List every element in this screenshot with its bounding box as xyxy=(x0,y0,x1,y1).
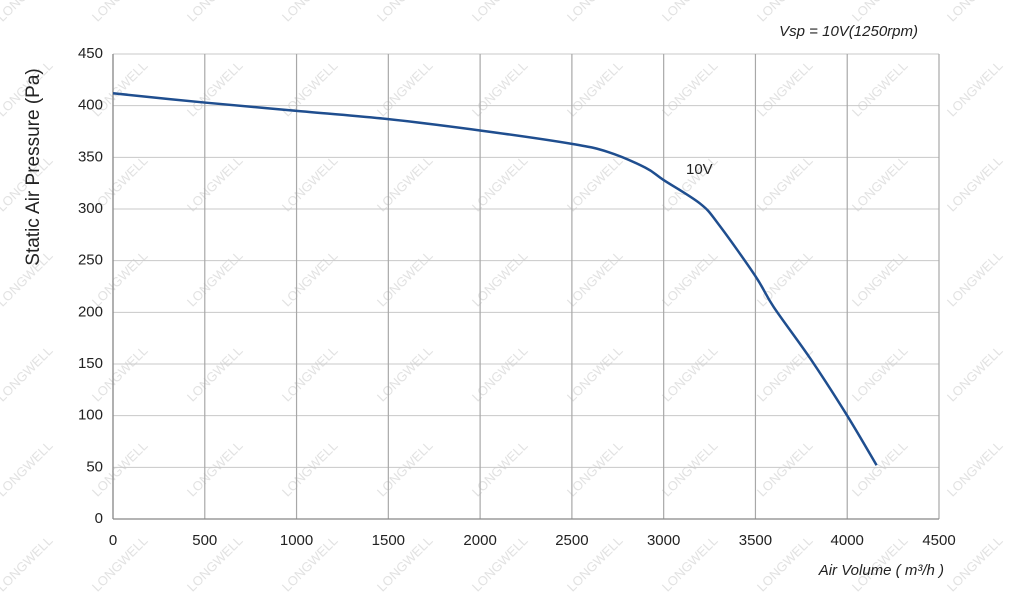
watermark: LONGWELL xyxy=(279,0,341,25)
watermark: LONGWELL xyxy=(469,153,531,215)
x-tick-label: 3000 xyxy=(647,532,680,549)
watermark: LONGWELL xyxy=(944,58,1006,120)
x-tick-label: 3500 xyxy=(739,532,772,549)
y-tick-label: 400 xyxy=(78,97,103,114)
watermark: LONGWELL xyxy=(469,58,531,120)
watermark: LONGWELL xyxy=(849,58,911,120)
watermark: LONGWELL xyxy=(0,343,56,405)
watermark: LONGWELL xyxy=(184,58,246,120)
x-tick-label: 2000 xyxy=(463,532,496,549)
watermark: LONGWELL xyxy=(469,438,531,500)
watermark: LONGWELL xyxy=(659,343,721,405)
watermark: LONGWELL xyxy=(184,343,246,405)
watermark: LONGWELL xyxy=(374,438,436,500)
watermark: LONGWELL xyxy=(659,248,721,310)
watermark: LONGWELL xyxy=(469,343,531,405)
watermark: LONGWELL xyxy=(849,343,911,405)
watermark: LONGWELL xyxy=(279,343,341,405)
watermark: LONGWELL xyxy=(374,153,436,215)
watermark: LONGWELL xyxy=(754,438,816,500)
watermark: LONGWELL xyxy=(659,0,721,25)
watermark: LONGWELL xyxy=(184,0,246,25)
watermark: LONGWELL xyxy=(564,58,626,120)
chart-title: Vsp = 10V(1250rpm) xyxy=(779,23,918,40)
x-tick-label: 4500 xyxy=(922,532,955,549)
y-tick-label: 100 xyxy=(78,407,103,424)
watermark: LONGWELL xyxy=(754,0,816,25)
y-tick-label: 0 xyxy=(95,510,103,527)
watermark: LONGWELL xyxy=(184,153,246,215)
watermark: LONGWELL xyxy=(849,438,911,500)
y-tick-label: 350 xyxy=(78,148,103,165)
x-tick-label: 500 xyxy=(192,532,217,549)
y-tick-label: 150 xyxy=(78,355,103,372)
watermark: LONGWELL xyxy=(89,343,151,405)
series-label: 10V xyxy=(686,161,713,178)
y-tick-label: 450 xyxy=(78,45,103,62)
watermark: LONGWELL xyxy=(469,0,531,25)
watermark: LONGWELL xyxy=(279,248,341,310)
watermark: LONGWELL xyxy=(849,248,911,310)
watermark: LONGWELL xyxy=(659,58,721,120)
x-tick-label: 1500 xyxy=(372,532,405,549)
watermark: LONGWELL xyxy=(279,438,341,500)
watermark: LONGWELL xyxy=(944,0,1006,25)
y-tick-label: 300 xyxy=(78,200,103,217)
watermark: LONGWELL xyxy=(0,438,56,500)
x-tick-label: 1000 xyxy=(280,532,313,549)
x-axis-label: Air Volume ( m³/h ) xyxy=(818,562,944,579)
y-axis-label: Static Air Pressure (Pa) xyxy=(23,68,44,265)
watermark: LONGWELL xyxy=(849,0,911,25)
watermark: LONGWELL xyxy=(754,58,816,120)
watermark: LONGWELL xyxy=(944,153,1006,215)
watermark: LONGWELL xyxy=(754,248,816,310)
watermark: LONGWELL xyxy=(849,153,911,215)
watermark: LONGWELL xyxy=(469,248,531,310)
watermark: LONGWELL xyxy=(374,343,436,405)
x-tick-label: 4000 xyxy=(831,532,864,549)
x-tick-label: 0 xyxy=(109,532,117,549)
watermark: LONGWELL xyxy=(564,343,626,405)
y-tick-label: 250 xyxy=(78,252,103,269)
x-tick-label: 2500 xyxy=(555,532,588,549)
watermark: LONGWELL xyxy=(89,0,151,25)
watermark: LONGWELL xyxy=(374,58,436,120)
watermark: LONGWELL xyxy=(279,153,341,215)
y-tick-label: 50 xyxy=(86,458,103,475)
watermark: LONGWELL xyxy=(564,153,626,215)
watermark: LONGWELL xyxy=(564,248,626,310)
watermark: LONGWELL xyxy=(564,438,626,500)
watermark: LONGWELL xyxy=(374,0,436,25)
watermark: LONGWELL xyxy=(564,0,626,25)
watermark: LONGWELL xyxy=(944,248,1006,310)
watermark: LONGWELL xyxy=(184,438,246,500)
watermark: LONGWELL xyxy=(944,438,1006,500)
watermark: LONGWELL xyxy=(0,533,56,595)
watermark: LONGWELL xyxy=(184,248,246,310)
y-tick-label: 200 xyxy=(78,303,103,320)
watermark: LONGWELL xyxy=(659,438,721,500)
watermark: LONGWELL xyxy=(374,248,436,310)
watermark: LONGWELL xyxy=(754,153,816,215)
watermark: LONGWELL xyxy=(944,343,1006,405)
data-line xyxy=(112,92,878,466)
watermark: LONGWELL xyxy=(0,0,56,25)
watermark: LONGWELL xyxy=(89,533,151,595)
